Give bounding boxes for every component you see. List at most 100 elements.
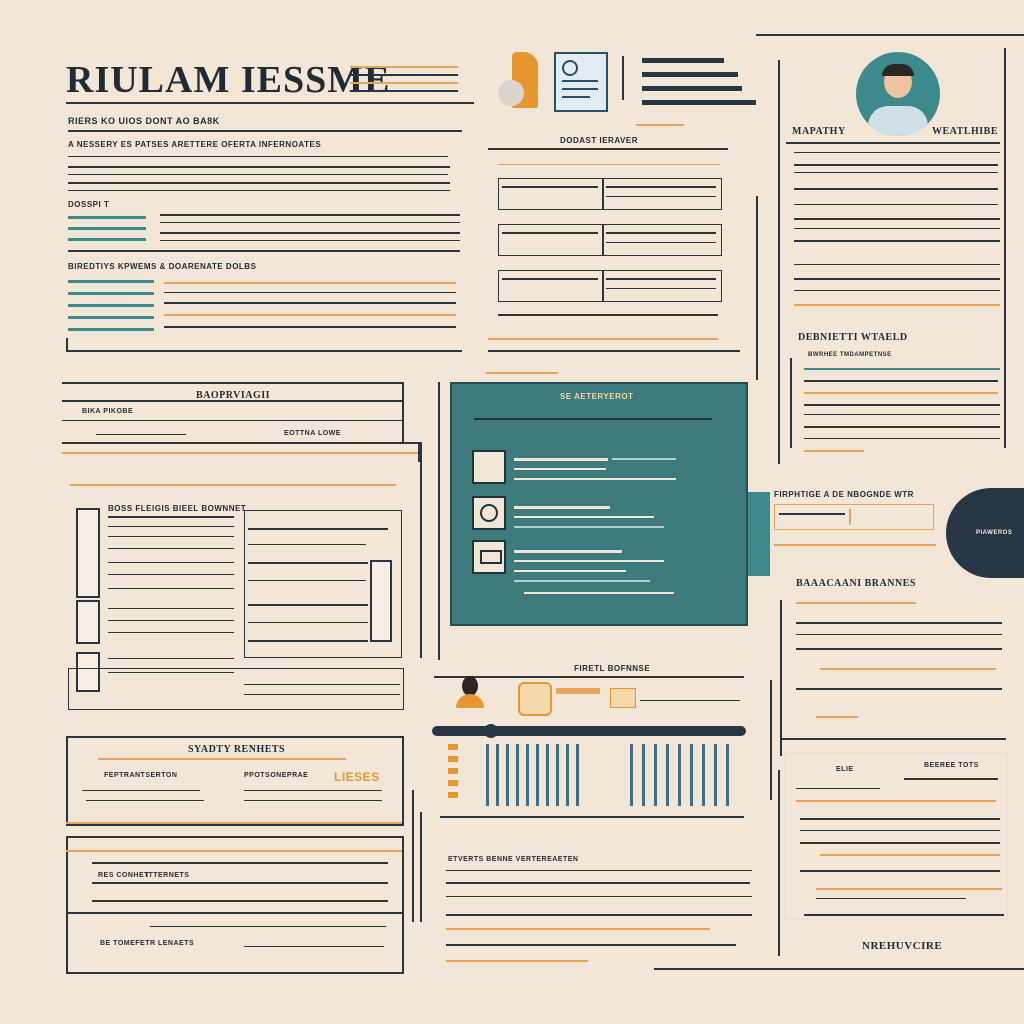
- text-line: [68, 250, 460, 252]
- list-left: ELIE: [836, 766, 854, 773]
- text-line: [108, 658, 234, 659]
- divider: [804, 914, 1004, 916]
- text-line: [66, 350, 462, 352]
- title-rule: [350, 66, 458, 68]
- text-line: [86, 800, 204, 801]
- orange-marker: [448, 744, 458, 802]
- accent-line: [66, 822, 402, 824]
- exp-mid: ITTERNETS: [146, 872, 190, 879]
- timeline-knob: [484, 724, 498, 738]
- connector: [412, 790, 414, 922]
- text-line: [794, 188, 998, 190]
- text-line: [248, 544, 366, 545]
- text-line: [68, 182, 450, 184]
- divider: [108, 516, 234, 518]
- text-line: [800, 818, 1000, 820]
- table-heading: BOSS FLEIGIS BIEEL BOWNNET: [108, 504, 247, 513]
- badge-label: PIAWEROS: [976, 530, 1013, 536]
- text-line: [150, 926, 386, 927]
- frame-line: [778, 60, 780, 464]
- divider: [786, 142, 1000, 144]
- user-icon: [472, 496, 506, 530]
- divider: [440, 816, 744, 818]
- document-icon: [370, 560, 392, 642]
- text-line: [248, 622, 368, 623]
- text-line: [804, 392, 998, 394]
- signature: NREHUVCIRE: [862, 940, 943, 952]
- divider: [654, 968, 1024, 970]
- text-line: [108, 536, 234, 537]
- divider: [488, 148, 728, 150]
- text-line: [244, 946, 384, 947]
- text-line: [164, 292, 456, 293]
- skills-box: [66, 736, 404, 826]
- bar-accent: [68, 216, 146, 219]
- profile-label: WEATLHIBE: [932, 126, 998, 137]
- divider: [68, 130, 462, 132]
- table-frame: [244, 510, 402, 658]
- text-line: [446, 870, 752, 871]
- text-line: [800, 870, 1000, 872]
- bracket: [66, 338, 68, 352]
- accent-line: [816, 716, 858, 718]
- skills-tag: LIESES: [334, 770, 380, 784]
- badge-heading: FIRPHTIGE A DE NBOGNDE WTR: [774, 490, 914, 499]
- text-line: [68, 190, 450, 191]
- text-line: [108, 672, 234, 673]
- text-line: [804, 380, 998, 382]
- connector: [420, 442, 422, 658]
- text-line: [446, 944, 736, 946]
- profile-label: MAPATHY: [792, 126, 846, 137]
- text-line: [92, 882, 388, 884]
- text-line: [904, 778, 998, 780]
- bar-accent: [68, 328, 154, 331]
- text-line: [800, 842, 1000, 844]
- checklist-icon: [76, 508, 100, 598]
- divider: [782, 738, 1006, 740]
- divider: [488, 350, 740, 352]
- text-line: [796, 622, 1002, 624]
- bar-grid: [630, 744, 738, 806]
- avatar-icon: [498, 52, 546, 108]
- divider: [62, 400, 402, 402]
- frame-line: [402, 382, 404, 444]
- text-line: [108, 526, 234, 527]
- accent-line: [796, 800, 996, 802]
- text-line: [446, 914, 752, 916]
- text-line: [108, 562, 234, 563]
- user-icon: [452, 676, 488, 712]
- gear-icon: [556, 688, 600, 694]
- divider: [66, 912, 402, 914]
- connector: [770, 680, 772, 800]
- text-line: [108, 632, 234, 633]
- text-line: [108, 574, 234, 575]
- timeline-heading: FIRETL BOFNNSE: [574, 664, 651, 673]
- title-rule: [350, 90, 458, 92]
- text-line: [68, 166, 450, 168]
- accent-line: [98, 758, 346, 760]
- text-line: [804, 368, 1000, 370]
- text-line: [92, 900, 388, 902]
- exp-left: RES CONHET: [98, 872, 149, 879]
- text-line: [108, 588, 234, 589]
- divider: [66, 102, 474, 104]
- folder-icon: [76, 600, 100, 644]
- subtitle: RIERS KO UIOS DONT AO BA8K: [68, 116, 220, 126]
- accent-line: [820, 854, 1000, 856]
- bracket: [790, 358, 792, 448]
- exp-bottom: BE TOMEFETR LENAETS: [100, 940, 195, 947]
- divider: [434, 676, 744, 678]
- frame-line: [756, 34, 1024, 36]
- bar-accent: [68, 238, 146, 241]
- contact-line: A NESSERY ES PATSES ARETTERE OFERTA INFE…: [68, 140, 322, 149]
- frame-line: [418, 442, 420, 462]
- text-line: [164, 326, 456, 328]
- data-table: [498, 164, 722, 324]
- feature-panel: SE AETERYEROT: [450, 382, 748, 626]
- title-rule: [350, 82, 458, 84]
- section-sub: BWRHEE TMDAMPETNSE: [808, 352, 892, 358]
- text-line: [248, 580, 366, 581]
- avatar: [856, 52, 940, 136]
- accent-line: [636, 124, 684, 126]
- accent-line: [70, 484, 396, 486]
